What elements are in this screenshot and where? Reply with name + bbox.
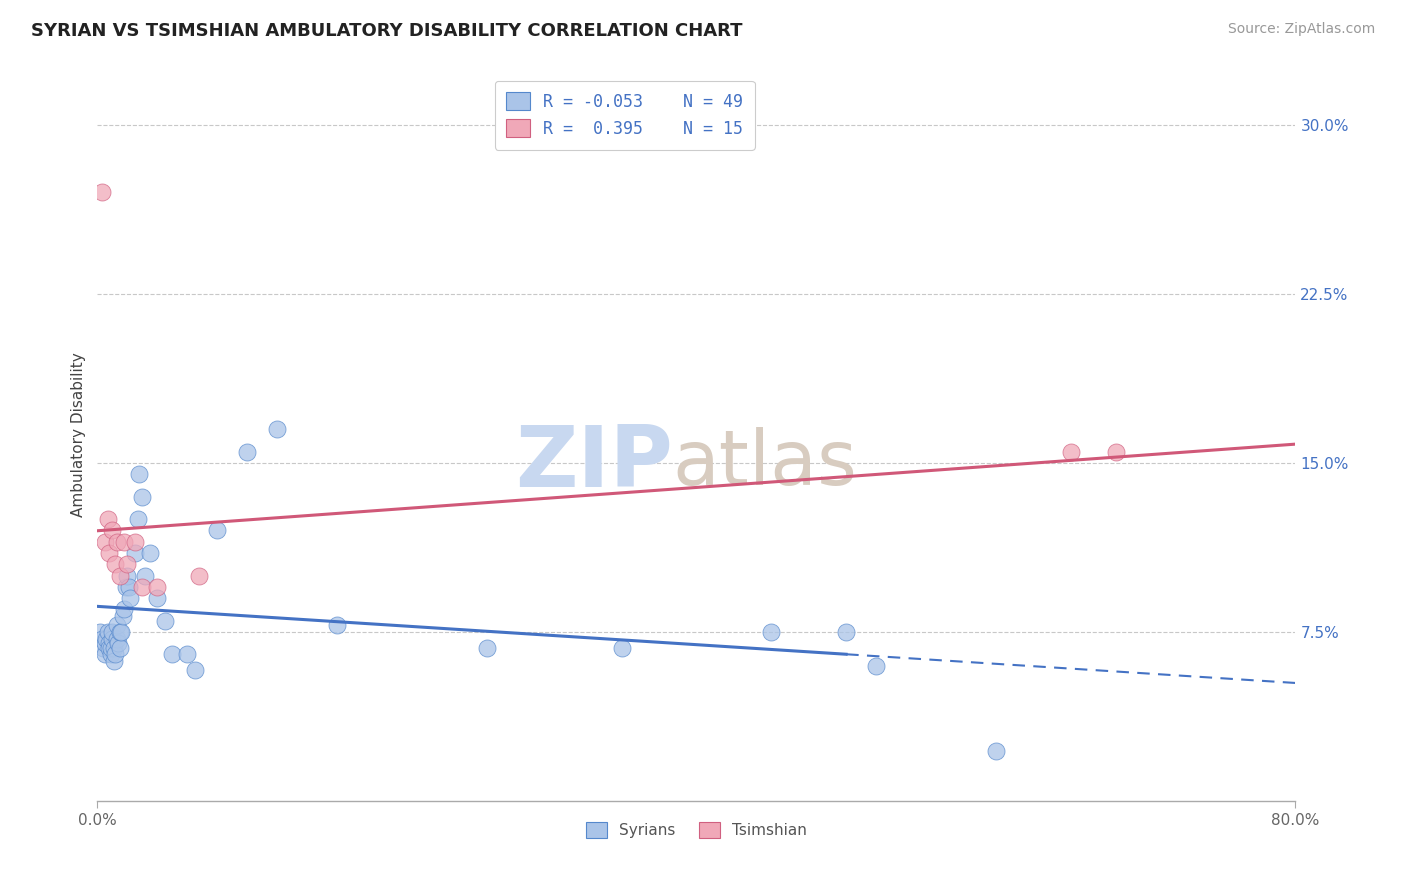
Point [117, 568, 139, 582]
Point [183, 663, 205, 677]
Point [118, 580, 141, 594]
Point [1105, 444, 1128, 458]
Point [100, 640, 122, 655]
Point [120, 591, 142, 605]
Point [108, 640, 131, 655]
Text: ZIP: ZIP [515, 423, 672, 506]
Point [127, 512, 149, 526]
Point [97, 624, 120, 639]
Text: SYRIAN VS TSIMSHIAN AMBULATORY DISABILITY CORRELATION CHART: SYRIAN VS TSIMSHIAN AMBULATORY DISABILIT… [31, 22, 742, 40]
Point [1060, 444, 1083, 458]
Point [761, 624, 783, 639]
Point [128, 467, 150, 482]
Point [97, 512, 120, 526]
Point [94, 648, 117, 662]
Point [100, 648, 122, 662]
Point [111, 609, 134, 624]
Point [205, 524, 228, 538]
Point [117, 558, 139, 572]
Point [98, 546, 121, 560]
Point [98, 636, 121, 650]
Point [104, 648, 127, 662]
Text: atlas: atlas [672, 427, 858, 501]
Point [124, 546, 146, 560]
Point [124, 534, 146, 549]
Point [89, 624, 111, 639]
Point [90, 186, 112, 200]
Point [94, 534, 117, 549]
Point [103, 640, 125, 655]
Point [139, 546, 162, 560]
Point [160, 648, 183, 662]
Point [865, 658, 887, 673]
Point [108, 568, 131, 582]
Point [610, 640, 633, 655]
Point [146, 580, 169, 594]
Point [105, 534, 128, 549]
Point [134, 568, 156, 582]
Point [105, 618, 128, 632]
Point [110, 624, 132, 639]
Point [104, 558, 127, 572]
Point [153, 614, 176, 628]
Point [131, 580, 153, 594]
Point [236, 444, 259, 458]
Point [96, 632, 118, 646]
Point [108, 624, 131, 639]
Point [93, 640, 115, 655]
Point [266, 422, 288, 436]
Point [94, 636, 117, 650]
Point [90, 632, 112, 646]
Point [188, 568, 211, 582]
Point [326, 618, 349, 632]
Legend: Syrians, Tsimshian: Syrians, Tsimshian [579, 815, 813, 845]
Point [131, 490, 153, 504]
Point [98, 640, 121, 655]
Point [984, 744, 1007, 758]
Y-axis label: Ambulatory Disability: Ambulatory Disability [72, 352, 86, 517]
Point [105, 632, 128, 646]
Point [112, 534, 135, 549]
Point [101, 524, 124, 538]
Point [112, 602, 135, 616]
Point [103, 654, 125, 668]
Point [176, 648, 198, 662]
Point [101, 632, 124, 646]
Point [146, 591, 169, 605]
Point [114, 580, 136, 594]
Point [475, 640, 498, 655]
Point [835, 624, 858, 639]
Point [101, 624, 124, 639]
Text: Source: ZipAtlas.com: Source: ZipAtlas.com [1227, 22, 1375, 37]
Point [107, 636, 129, 650]
